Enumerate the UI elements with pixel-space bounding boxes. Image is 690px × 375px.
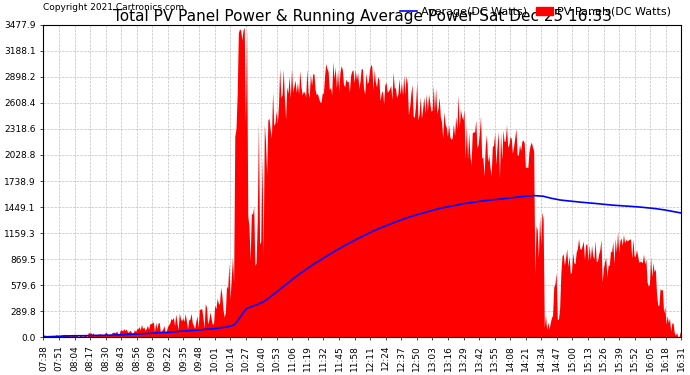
- Text: Copyright 2021 Cartronics.com: Copyright 2021 Cartronics.com: [43, 3, 184, 12]
- Legend: Average(DC Watts), PV Panels(DC Watts): Average(DC Watts), PV Panels(DC Watts): [395, 2, 676, 21]
- Title: Total PV Panel Power & Running Average Power Sat Dec 25 16:33: Total PV Panel Power & Running Average P…: [113, 9, 612, 24]
